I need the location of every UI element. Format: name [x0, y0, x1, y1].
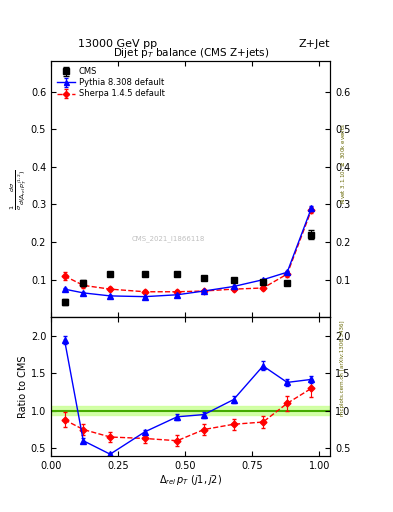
- Y-axis label: Ratio to CMS: Ratio to CMS: [18, 355, 28, 418]
- X-axis label: $\Delta_{rel}\,p_T\ (j1,j2)$: $\Delta_{rel}\,p_T\ (j1,j2)$: [159, 473, 222, 487]
- Text: Rivet 3.1.10, $\geq$ 300k events: Rivet 3.1.10, $\geq$ 300k events: [340, 123, 347, 204]
- Y-axis label: $\frac{1}{\sigma}\frac{d\sigma}{d(\Delta_{rel}\,p_T^{j1,2})}$: $\frac{1}{\sigma}\frac{d\sigma}{d(\Delta…: [9, 169, 29, 210]
- Title: Dijet p$_T$ balance (CMS Z+jets): Dijet p$_T$ balance (CMS Z+jets): [112, 46, 269, 60]
- Bar: [51, 407, 330, 415]
- Text: mcplots.cern.ch [arXiv:1306.3436]: mcplots.cern.ch [arXiv:1306.3436]: [340, 321, 345, 416]
- Text: Z+Jet: Z+Jet: [299, 38, 330, 49]
- Text: 13000 GeV pp: 13000 GeV pp: [78, 38, 158, 49]
- Legend: CMS, Pythia 8.308 default, Sherpa 1.4.5 default: CMS, Pythia 8.308 default, Sherpa 1.4.5 …: [55, 66, 166, 100]
- Text: CMS_2021_I1866118: CMS_2021_I1866118: [132, 236, 205, 242]
